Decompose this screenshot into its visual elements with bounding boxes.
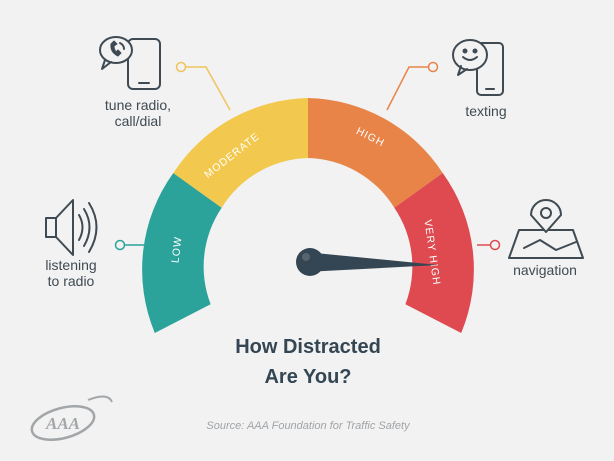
needle-pointer xyxy=(305,252,438,272)
gauge-segment-high xyxy=(308,98,443,208)
texting-phone-icon xyxy=(452,39,504,96)
needle-hub-highlight xyxy=(302,253,310,261)
connector-dot-low xyxy=(114,239,126,251)
gauge-label-low: LOW xyxy=(169,236,184,264)
connectors xyxy=(114,61,501,251)
aaa-logo-text: AAA xyxy=(45,414,80,433)
speaker-icon xyxy=(45,199,98,256)
gauge-segment-low xyxy=(142,173,222,333)
phone-call-icon xyxy=(99,36,161,90)
needle-hub xyxy=(296,248,324,276)
activity-label-texting: texting xyxy=(465,103,506,119)
gauge-segment-moderate xyxy=(173,98,308,208)
connector-dot-moderate xyxy=(175,61,187,73)
gauge-segment-very-high xyxy=(394,173,474,333)
title-line1: How Distracted xyxy=(235,336,381,358)
activity-label-tune-line2: call/dial xyxy=(115,113,162,129)
connector-high xyxy=(386,66,428,111)
gauge: LOW MODERATE HIGH VERY HIGH xyxy=(142,98,474,333)
aaa-logo: AAA xyxy=(30,395,113,441)
activity-label-navigation: navigation xyxy=(513,262,577,278)
connector-dot-very-high xyxy=(489,239,501,251)
activity-label-tune-line1: tune radio, xyxy=(105,97,171,113)
source-credit: Source: AAA Foundation for Traffic Safet… xyxy=(206,420,411,432)
title-line2: Are You? xyxy=(264,366,351,388)
navigation-map-icon xyxy=(508,199,584,259)
activity-label-radio-line1: listening xyxy=(45,257,96,273)
connector-dot-high xyxy=(427,61,439,73)
connector-moderate xyxy=(186,66,231,111)
gauge-needle xyxy=(296,248,438,276)
activity-label-radio-line2: to radio xyxy=(48,273,95,289)
